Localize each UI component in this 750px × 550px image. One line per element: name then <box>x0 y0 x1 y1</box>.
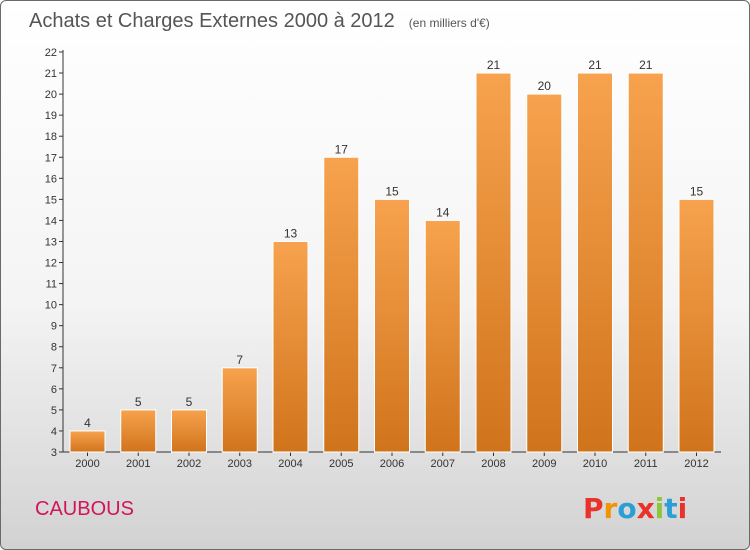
bar[interactable] <box>678 198 715 453</box>
bar-value-label: 15 <box>690 184 704 198</box>
logo-letter: i <box>678 492 688 525</box>
commune-name: CAUBOUS <box>35 498 134 520</box>
bar[interactable] <box>526 93 563 453</box>
x-tick-label: 2005 <box>329 458 353 470</box>
bar-series: 4 5 5 7 13 17 15 14 21 20 21 21 15 <box>69 58 715 453</box>
bar-value-label: 15 <box>385 184 399 198</box>
bar[interactable] <box>171 409 207 453</box>
y-tick-label: 22 <box>45 47 57 59</box>
chart-title: Achats et Charges Externes 2000 à 2012 (… <box>29 10 490 32</box>
y-tick-label: 12 <box>45 258 57 270</box>
x-tick-label: 2001 <box>126 458 150 470</box>
logo-letter: o <box>617 492 636 525</box>
x-tick-label: 2004 <box>278 458 302 470</box>
x-tick-label: 2012 <box>684 458 708 470</box>
bar[interactable] <box>627 72 664 453</box>
y-tick-label: 16 <box>45 173 57 185</box>
y-tick-label: 21 <box>45 68 57 80</box>
x-tick-label: 2002 <box>177 458 201 470</box>
bar-value-label: 7 <box>236 353 243 367</box>
proxiti-logo[interactable]: Proxiti <box>583 492 687 525</box>
bar-value-label: 14 <box>436 205 450 219</box>
x-tick-label: 2007 <box>431 458 455 470</box>
bar[interactable] <box>323 156 360 453</box>
x-tick-label: 2010 <box>583 458 607 470</box>
x-tick-label: 2006 <box>380 458 404 470</box>
y-tick-label: 20 <box>45 89 57 101</box>
bar[interactable] <box>272 240 309 453</box>
y-tick-label: 11 <box>46 279 57 291</box>
x-tick-label: 2011 <box>634 458 658 470</box>
bar[interactable] <box>221 367 258 453</box>
chart-unit-text: (en milliers d'€) <box>409 16 490 30</box>
bar[interactable] <box>577 72 613 453</box>
y-tick-label: 9 <box>51 321 57 333</box>
logo-letter: x <box>637 492 655 525</box>
y-tick-label: 10 <box>45 300 57 312</box>
bar[interactable] <box>69 430 106 453</box>
y-tick-label: 5 <box>51 405 57 417</box>
bar-value-label: 21 <box>487 58 501 72</box>
y-tick-label: 6 <box>51 384 57 396</box>
bar[interactable] <box>120 409 157 453</box>
y-tick-label: 17 <box>45 152 57 164</box>
logo-letter: t <box>664 492 677 525</box>
bar-value-label: 17 <box>335 142 349 156</box>
logo-letter: P <box>583 492 604 525</box>
logo-letter: r <box>604 492 618 525</box>
y-tick-label: 8 <box>51 342 57 354</box>
y-tick-label: 18 <box>45 131 57 143</box>
chart-title-text: Achats et Charges Externes 2000 à 2012 <box>29 10 395 32</box>
y-tick-label: 19 <box>45 110 57 122</box>
bar-value-label: 5 <box>186 395 193 409</box>
bar[interactable] <box>374 198 410 453</box>
bar-value-label: 20 <box>538 79 552 93</box>
y-axis: 3 4 5 6 7 8 9 10 11 12 13 14 15 16 17 18 19 20 21 22 <box>45 47 64 459</box>
bar[interactable] <box>475 72 512 453</box>
logo-letter: i <box>655 492 665 525</box>
y-tick-label: 14 <box>45 215 57 227</box>
x-tick-label: 2000 <box>75 458 99 470</box>
y-tick-label: 7 <box>51 363 57 375</box>
y-tick-label: 4 <box>51 426 57 438</box>
bar-value-label: 21 <box>588 58 602 72</box>
bar[interactable] <box>424 219 461 453</box>
x-tick-label: 2009 <box>532 458 556 470</box>
y-tick-label: 13 <box>45 236 57 248</box>
bar-value-label: 21 <box>639 58 653 72</box>
y-tick-label: 15 <box>45 194 57 206</box>
bar-value-label: 5 <box>135 395 142 409</box>
x-tick-label: 2008 <box>481 458 505 470</box>
bar-value-label: 4 <box>84 416 91 430</box>
bar-value-label: 13 <box>284 226 298 240</box>
x-tick-label: 2003 <box>228 458 252 470</box>
y-tick-label: 3 <box>51 447 57 459</box>
x-axis: 2000 2001 2002 2003 2004 2005 2006 2007 2008 2009… <box>63 451 721 470</box>
